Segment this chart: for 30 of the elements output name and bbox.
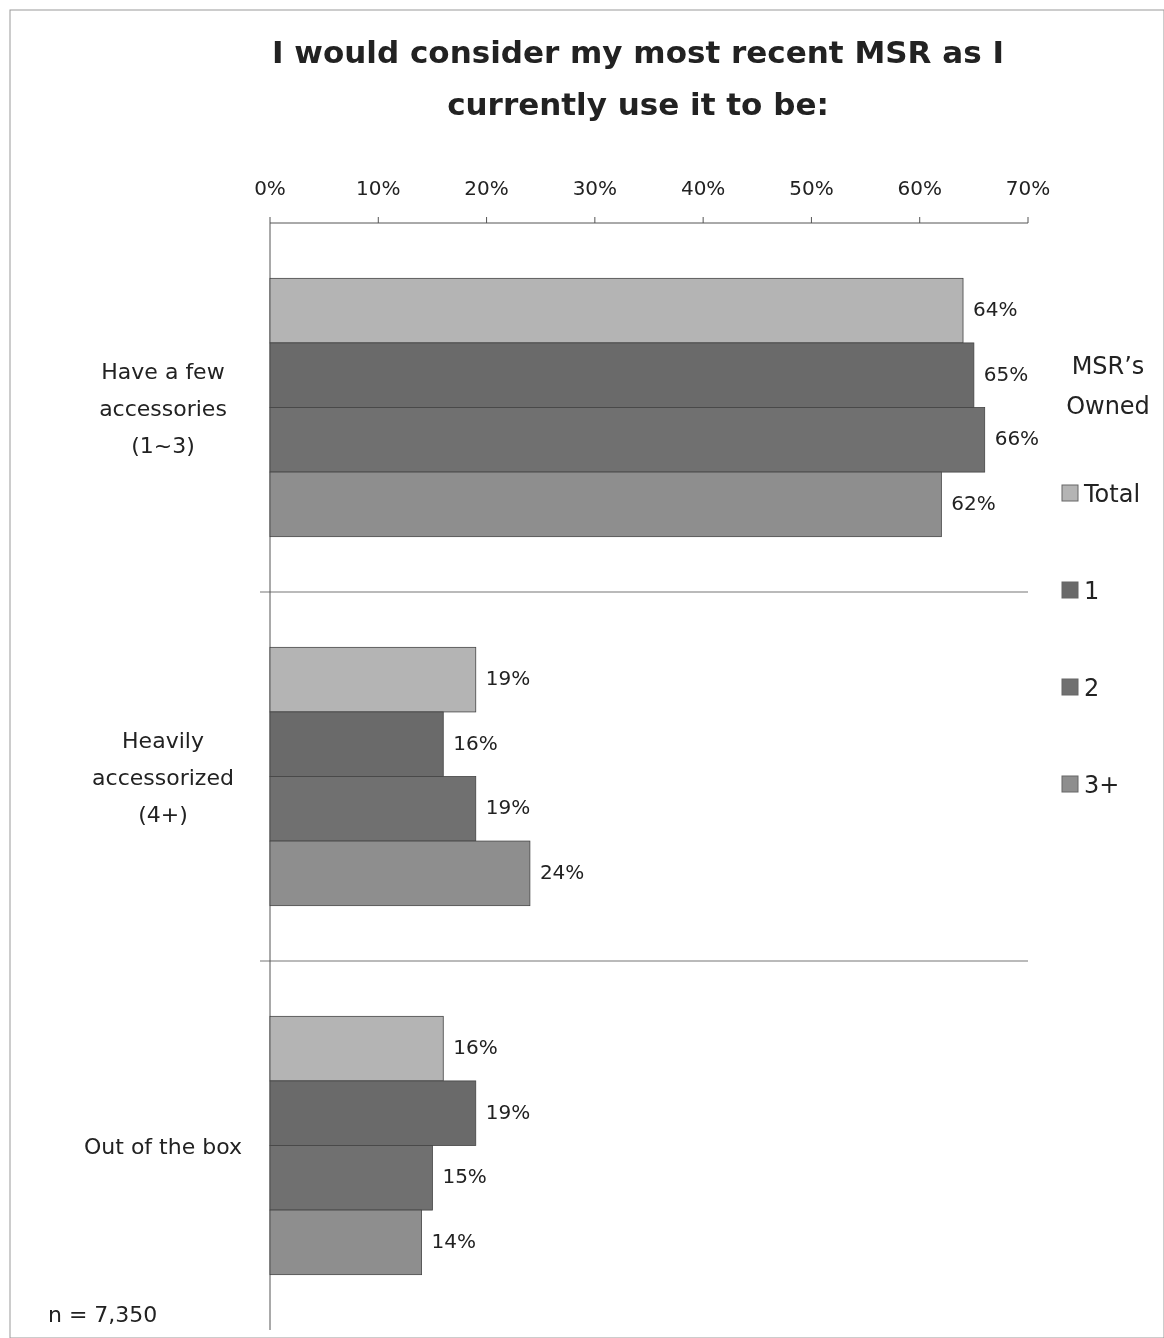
text: n = 7,350 — [48, 1302, 158, 1327]
data-label: 15% — [442, 1164, 487, 1189]
y-tick-label: Heavily accessorized (4+) — [92, 727, 234, 827]
data-label: 16% — [453, 730, 498, 755]
y-tick-label: Out of the box — [84, 1133, 242, 1159]
y-tick-label: Have a few accessories (1~3) — [99, 358, 227, 458]
data-label: 62% — [951, 490, 996, 515]
legend-label: Total — [1083, 480, 1141, 508]
legend-title: MSR’s Owned — [1066, 352, 1150, 420]
x-tick-label: 10% — [356, 176, 401, 200]
legend-label: 3+ — [1084, 771, 1120, 799]
legend-label: 1 — [1084, 577, 1100, 605]
legend-label: 2 — [1084, 674, 1100, 702]
data-label: 64% — [973, 297, 1018, 322]
data-label: 24% — [539, 859, 585, 884]
x-tick-label: 30% — [572, 176, 618, 200]
x-tick-label: 50% — [789, 176, 834, 200]
x-tick-label: 60% — [897, 176, 942, 200]
x-tick-label: 20% — [464, 176, 509, 200]
x-tick-label: 70% — [1005, 176, 1051, 200]
data-label: 65% — [983, 361, 1029, 386]
x-tick-label: 0% — [254, 176, 286, 200]
data-label: 19% — [485, 666, 531, 691]
data-label: 66% — [994, 426, 1040, 451]
data-label: 19% — [485, 1099, 531, 1124]
chart-title: I would consider my most recent MSR as I currently use it to be: — [272, 34, 1004, 122]
data-label: 14% — [431, 1228, 477, 1253]
data-label: 19% — [485, 795, 531, 820]
x-tick-label: 40% — [680, 176, 726, 200]
data-label: 16% — [453, 1035, 498, 1060]
